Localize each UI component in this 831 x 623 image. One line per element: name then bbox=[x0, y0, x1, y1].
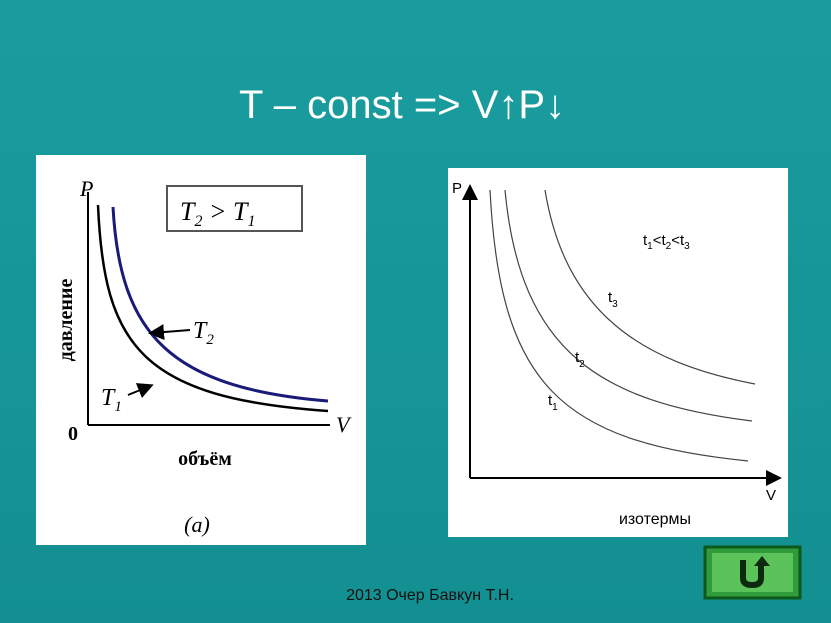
slide-title: T – const => V↑P↓ bbox=[239, 83, 565, 127]
legend: T2 > T1 bbox=[180, 197, 255, 230]
order-part: t bbox=[643, 232, 648, 249]
return-button[interactable] bbox=[703, 545, 802, 600]
legend-sub: 2 bbox=[194, 213, 202, 230]
axis-letter: V bbox=[336, 412, 352, 437]
left-diagram: P T2 > T1 давление 0 V объём T2 T1 (a) bbox=[36, 155, 366, 545]
legend-sub: 1 bbox=[247, 213, 255, 230]
isotherm-t1 bbox=[489, 189, 749, 462]
pointer bbox=[127, 383, 154, 398]
curve-label-sub: 1 bbox=[552, 402, 558, 413]
order-sub: 3 bbox=[684, 241, 690, 252]
legend-part: > T bbox=[202, 197, 249, 226]
curve-label: t3 bbox=[608, 289, 618, 310]
x-axis-label: объём bbox=[178, 448, 232, 470]
order-part: <t bbox=[671, 232, 685, 249]
order-part: <t bbox=[653, 232, 667, 249]
caption: (a) bbox=[184, 512, 210, 537]
curve-label-sub: 3 bbox=[612, 299, 618, 310]
isotherm-t3 bbox=[544, 189, 756, 385]
curve-label: t2 bbox=[575, 349, 585, 370]
right-diagram: P t1<t2<t3 t3 t2 t1 V изотермы bbox=[448, 168, 788, 537]
axis-letter: V bbox=[766, 487, 776, 504]
order-label: t1<t2<t3 bbox=[643, 232, 690, 252]
curve-label-part: t bbox=[548, 392, 553, 409]
order-sub: 1 bbox=[647, 241, 653, 252]
panel bbox=[36, 155, 366, 545]
curve-label-part: t bbox=[575, 349, 580, 366]
curve-label-part: T bbox=[101, 385, 116, 411]
order-sub: 2 bbox=[666, 241, 672, 252]
origin-label: 0 bbox=[68, 423, 78, 445]
legend-box bbox=[166, 185, 303, 232]
curve-label-sub: 1 bbox=[114, 399, 122, 415]
curve-label-sub: 2 bbox=[579, 359, 585, 370]
axis-letter: P bbox=[452, 180, 462, 197]
isotherm-t1 bbox=[96, 204, 329, 413]
isotherm-t2 bbox=[504, 189, 753, 422]
curve-label-sub: 2 bbox=[206, 332, 214, 348]
curve-label-part: t bbox=[608, 289, 613, 306]
curve-label-part: T bbox=[193, 318, 208, 344]
y-axis-label: давление bbox=[55, 279, 77, 362]
curve-label: t1 bbox=[548, 392, 558, 413]
caption: изотермы bbox=[619, 511, 691, 528]
legend-part: T bbox=[180, 197, 196, 226]
curve-label: T1 bbox=[101, 385, 122, 415]
return-icon[interactable] bbox=[740, 556, 770, 588]
footer: 2013 Очер Бавкун Т.Н. bbox=[346, 587, 514, 604]
panel bbox=[448, 168, 788, 537]
axis-letter: P bbox=[79, 176, 93, 201]
isotherm-t2 bbox=[111, 206, 329, 403]
pointer bbox=[148, 324, 191, 341]
curve-label: T2 bbox=[193, 318, 214, 348]
